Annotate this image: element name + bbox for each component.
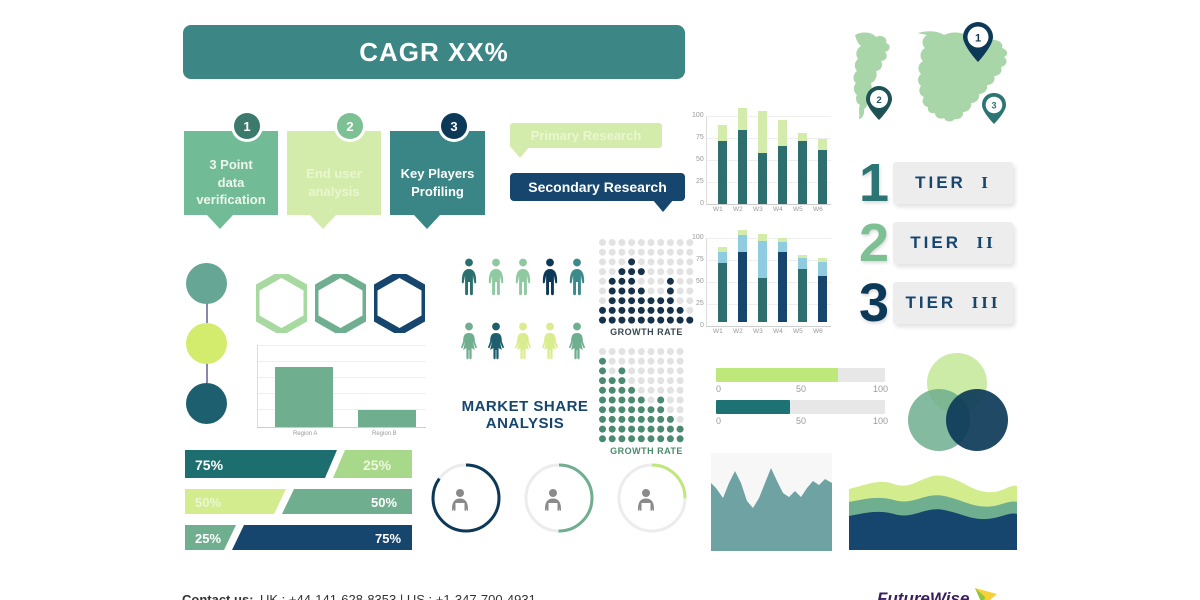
svg-text:75%: 75% — [375, 531, 401, 546]
svg-text:50%: 50% — [195, 495, 221, 510]
svg-text:1: 1 — [975, 33, 981, 45]
svg-text:75%: 75% — [195, 457, 224, 473]
svg-text:25%: 25% — [195, 531, 221, 546]
svg-text:25%: 25% — [363, 457, 392, 473]
svg-text:50%: 50% — [371, 495, 397, 510]
svg-text:3: 3 — [991, 100, 996, 110]
svg-text:2: 2 — [876, 95, 881, 106]
